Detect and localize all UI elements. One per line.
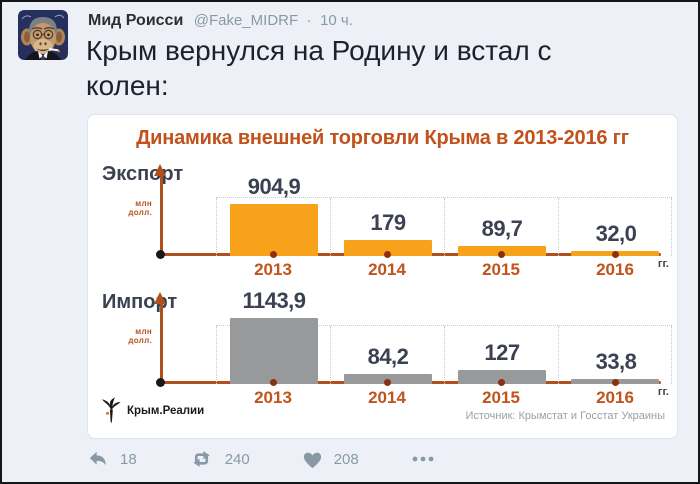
- reply-count: 18: [120, 450, 137, 468]
- more-button[interactable]: [411, 455, 435, 463]
- bar-value-label: 904,9: [247, 174, 301, 199]
- tweet-text-line-1: Крым вернулся на Родину и встал с: [86, 35, 552, 66]
- retweet-button[interactable]: 240: [189, 449, 250, 469]
- year-label: 2013: [254, 388, 292, 407]
- unit-line: млн: [135, 327, 152, 336]
- axis-origin-dot: [156, 378, 165, 387]
- y-axis: [159, 175, 163, 255]
- import-chart: Импорт млн долл. 1143,9 84,2 127 33,8 2013 2014 2…: [88, 288, 679, 421]
- year-tick-dot: [497, 251, 505, 258]
- bar-value-label: 33,8: [595, 349, 637, 374]
- axis-years-suffix: гг.: [657, 258, 669, 270]
- bar-value-label: 179: [370, 210, 406, 235]
- crimea-realities-logo: Крым.Реалии: [100, 397, 204, 425]
- year-tick-dot: [383, 379, 391, 386]
- year-tick-dot: [611, 251, 619, 258]
- bar-value-label: 32,0: [595, 221, 637, 246]
- year-tick-dot: [611, 379, 619, 386]
- like-count: 208: [333, 450, 359, 468]
- plot-column: 33,8: [558, 326, 672, 384]
- retweet-count: 240: [224, 450, 250, 468]
- year-tick-dot: [269, 251, 277, 258]
- bar-2013: [229, 318, 318, 384]
- chart-section-label: Экспорт: [102, 163, 184, 185]
- year-label: 2014: [368, 388, 406, 407]
- ellipsis-icon: [412, 456, 434, 462]
- year-label: 2013: [254, 260, 292, 279]
- plot-column: 127: [444, 326, 558, 384]
- bar-value-label: 84,2: [367, 344, 409, 369]
- tweet-header: Мид Роисси @Fake_MIDRF · 10 ч.: [88, 12, 353, 30]
- plot-column: 1143,9: [216, 288, 330, 384]
- axis-years-suffix: гг.: [657, 386, 669, 398]
- torch-logo-icon: [101, 397, 121, 423]
- plot-column: 904,9: [216, 174, 330, 256]
- year-label: 2014: [368, 260, 406, 279]
- bar-value-label: 1143,9: [242, 288, 306, 313]
- tweet-text: Крым вернулся на Родину и встал с колен:: [86, 33, 552, 103]
- y-axis-arrow-icon: [154, 292, 166, 304]
- plot-column: 84,2: [330, 326, 444, 384]
- bar-value-label: 89,7: [481, 216, 523, 241]
- plot-column: 89,7: [444, 198, 558, 256]
- bar-2014: [343, 240, 432, 256]
- reply-button[interactable]: 18: [87, 449, 137, 469]
- unit-line: долл.: [128, 336, 152, 345]
- plot-area: 904,9 179 89,7 32,0: [216, 174, 672, 256]
- year-label: 2015: [482, 388, 520, 407]
- unit-line: млн: [135, 199, 152, 208]
- year-axis-labels: 2013 2014 2015 2016: [216, 388, 672, 408]
- avatar-caricature-image: [18, 10, 68, 60]
- year-tick-dot: [497, 379, 505, 386]
- year-axis-labels: 2013 2014 2015 2016: [216, 260, 672, 280]
- tweet-action-bar: 18 240 208: [87, 449, 435, 469]
- logo-text: Крым.Реалии: [127, 405, 205, 417]
- y-axis: [159, 303, 163, 383]
- y-axis-unit-label: млн долл.: [102, 327, 152, 345]
- heart-icon: [303, 452, 321, 468]
- tweet-text-line-2: колен:: [86, 70, 169, 101]
- avatar[interactable]: [18, 10, 68, 60]
- bar-2015: [457, 370, 546, 384]
- embedded-media-card[interactable]: Динамика внешней торговли Крыма в 2013-2…: [87, 114, 678, 439]
- export-chart: Экспорт млн долл. 904,9 179 89,7 32,0 2013 2014 2…: [88, 163, 679, 293]
- author-name[interactable]: Мид Роисси: [88, 12, 184, 29]
- year-label: 2016: [596, 388, 634, 407]
- bar-2013: [229, 204, 318, 256]
- timestamp[interactable]: 10 ч.: [320, 12, 353, 29]
- author-handle[interactable]: @Fake_MIDRF: [193, 12, 299, 29]
- y-axis-arrow-icon: [154, 164, 166, 176]
- plot-column: 179: [330, 198, 444, 256]
- unit-line: долл.: [128, 208, 152, 217]
- bar-value-label: 127: [484, 340, 520, 365]
- header-separator: ·: [306, 12, 312, 29]
- chart-title: Динамика внешней торговли Крыма в 2013-2…: [136, 127, 629, 149]
- like-button[interactable]: 208: [302, 450, 359, 469]
- y-axis-unit-label: млн долл.: [102, 199, 152, 217]
- source-attribution: Источник: Крымстат и Госстат Украины: [465, 410, 665, 422]
- axis-origin-dot: [156, 250, 165, 259]
- year-tick-dot: [383, 251, 391, 258]
- year-label: 2016: [596, 260, 634, 279]
- retweet-icon: [193, 451, 210, 467]
- reply-icon: [89, 451, 106, 466]
- plot-area: 1143,9 84,2 127 33,8: [216, 288, 672, 384]
- year-label: 2015: [482, 260, 520, 279]
- year-tick-dot: [269, 379, 277, 386]
- plot-column: 32,0: [558, 198, 672, 256]
